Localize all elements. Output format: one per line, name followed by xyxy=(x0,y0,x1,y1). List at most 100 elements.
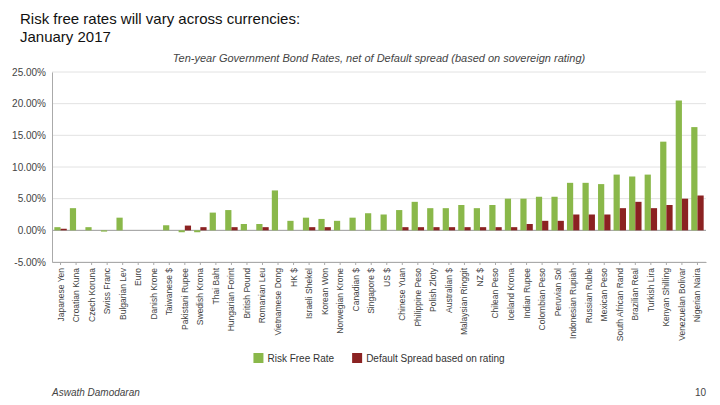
x-tick-label: Indonesian Rupiah xyxy=(568,268,578,339)
bar xyxy=(496,227,502,230)
bar xyxy=(691,127,697,230)
bar xyxy=(536,197,542,231)
bar xyxy=(474,208,480,230)
bar xyxy=(116,218,122,231)
grid-line xyxy=(52,167,706,168)
legend: Risk Free RateDefault Spread based on ra… xyxy=(253,353,504,364)
y-tick-label: 25.00% xyxy=(12,67,46,78)
x-tick-mark xyxy=(60,262,61,265)
x-tick-mark xyxy=(386,262,387,265)
bar xyxy=(241,224,247,230)
x-tick-label: Australian $ xyxy=(444,268,454,313)
x-tick-mark xyxy=(169,262,170,265)
bar xyxy=(567,183,573,231)
bar xyxy=(480,227,486,230)
legend-item: Risk Free Rate xyxy=(253,353,334,364)
x-tick: Mexican Peso xyxy=(599,262,609,321)
x-tick-label: Nigerian Naira xyxy=(692,268,702,323)
x-tick: Hungarian Forint xyxy=(226,262,236,331)
x-tick: Japanese Yen xyxy=(56,262,66,321)
x-tick: Russian Ruble xyxy=(584,262,594,323)
annotation: 10 xyxy=(695,387,707,398)
x-tick-mark xyxy=(635,262,636,265)
x-tick: Swedish Krona xyxy=(195,262,205,325)
x-tick-label: Romanian Leu xyxy=(257,268,267,324)
x-tick-label: Hungarian Forint xyxy=(226,267,236,331)
x-tick: Bulgarian Lev xyxy=(118,262,128,320)
bar xyxy=(583,183,589,231)
bar xyxy=(464,227,470,230)
x-tick-label: Peruvian Sol xyxy=(553,268,563,316)
y-tick: 0.00% xyxy=(18,225,52,236)
x-tick-label: Swiss Franc xyxy=(102,267,112,314)
bar xyxy=(278,230,284,231)
bar xyxy=(107,230,113,231)
x-tick: British Pound xyxy=(242,262,252,319)
x-tick-label: Turkish Lira xyxy=(646,268,656,312)
x-tick-label: US $ xyxy=(382,268,392,287)
bar xyxy=(70,208,76,230)
bar xyxy=(340,230,346,231)
x-tick-label: Kenyan Shilling xyxy=(661,268,671,327)
bar xyxy=(349,218,355,231)
x-tick-label: Venezuelan Bolivar xyxy=(677,268,687,341)
bar xyxy=(589,215,595,231)
bar xyxy=(676,101,682,231)
x-tick-label: South African Rand xyxy=(615,268,625,342)
x-tick-mark xyxy=(76,262,77,265)
bar xyxy=(387,230,393,231)
x-tick-label: Pakistani Rupee xyxy=(180,268,190,330)
x-tick: HK $ xyxy=(289,262,299,287)
bar xyxy=(614,175,620,231)
x-tick-label: Korean Won xyxy=(320,268,330,315)
x-tick-label: Russian Ruble xyxy=(584,268,594,324)
bar xyxy=(101,230,107,231)
x-tick: Iceland Krona xyxy=(506,262,516,320)
x-tick-mark xyxy=(371,262,372,265)
bar xyxy=(620,208,626,230)
x-tick: Turkish Lira xyxy=(646,262,656,312)
bar xyxy=(334,221,340,231)
x-tick: Danish Krone xyxy=(149,262,159,320)
y-tick: 20.00% xyxy=(12,98,52,109)
subtitle: Ten-year Government Bond Rates, net of D… xyxy=(173,52,586,64)
x-tick-mark xyxy=(697,262,698,265)
x-tick: Polish Zloty xyxy=(428,262,438,312)
x-tick-label: Iceland Krona xyxy=(506,268,516,321)
bars xyxy=(54,101,703,233)
bar xyxy=(169,230,175,231)
bar xyxy=(558,221,564,231)
x-tick-label: Singapore $ xyxy=(366,268,376,314)
x-tick-mark xyxy=(511,262,512,265)
bar xyxy=(54,227,60,230)
x-axis: Japanese YenCroatian KunaCzech KorunaSwi… xyxy=(53,262,707,341)
x-tick-mark xyxy=(433,262,434,265)
y-tick-label: 10.00% xyxy=(12,162,46,173)
x-tick: Malaysian Ringgit xyxy=(459,262,469,335)
title-line: January 2017 xyxy=(20,28,111,45)
x-tick-mark xyxy=(479,262,480,265)
y-tick-label: -5.00% xyxy=(14,257,46,268)
bar xyxy=(396,210,402,230)
bar xyxy=(138,230,144,231)
bar xyxy=(148,230,154,231)
bar xyxy=(604,215,610,231)
x-tick: Brazilian Real xyxy=(630,262,640,320)
bar xyxy=(318,219,324,230)
x-tick-label: Indian Rupee xyxy=(522,268,532,319)
x-tick: South African Rand xyxy=(615,262,625,341)
x-tick: Philippine Peso xyxy=(413,262,423,327)
x-tick-label: Chinese Yuan xyxy=(397,268,407,321)
x-tick-mark xyxy=(417,262,418,265)
bar xyxy=(76,230,82,231)
bar xyxy=(185,226,191,231)
bar xyxy=(256,224,262,230)
x-tick-mark xyxy=(153,262,154,265)
x-tick-mark xyxy=(215,262,216,265)
x-tick-mark xyxy=(246,262,247,265)
x-tick-mark xyxy=(184,262,185,265)
x-tick-label: Philippine Peso xyxy=(413,268,423,327)
bar xyxy=(325,227,331,230)
y-tick-label: 15.00% xyxy=(12,130,46,141)
title: Risk free rates will vary across currenc… xyxy=(20,10,300,45)
